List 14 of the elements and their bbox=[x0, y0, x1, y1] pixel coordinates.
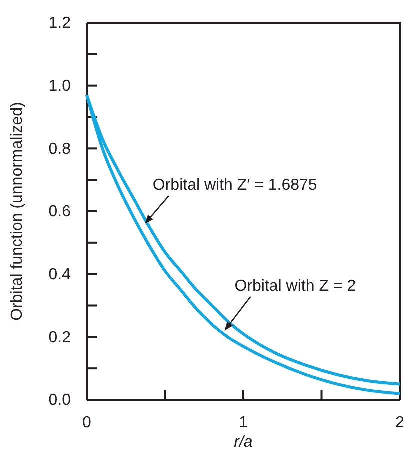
y-tick-label: 0.2 bbox=[48, 329, 72, 346]
x-tick-label: 1 bbox=[239, 414, 248, 432]
annotation: Orbital with Z = 2 bbox=[234, 278, 356, 295]
y-tick-label: 1.2 bbox=[48, 15, 72, 32]
x-tick-label: 2 bbox=[396, 414, 405, 432]
y-axis-title: Orbital function (unnormalized) bbox=[9, 102, 26, 321]
y-tick-label: 0.6 bbox=[48, 204, 72, 221]
y-tick-label: 0.0 bbox=[48, 392, 72, 410]
y-tick-label: 1.0 bbox=[48, 78, 72, 95]
y-tick-label: 0.8 bbox=[48, 140, 72, 158]
x-axis-title: r/a bbox=[234, 434, 253, 451]
annotation: Orbital with Z′ = 1.6875 bbox=[152, 177, 318, 194]
y-tick-label: 0.4 bbox=[48, 266, 72, 284]
x-tick-label: 0 bbox=[82, 414, 92, 432]
